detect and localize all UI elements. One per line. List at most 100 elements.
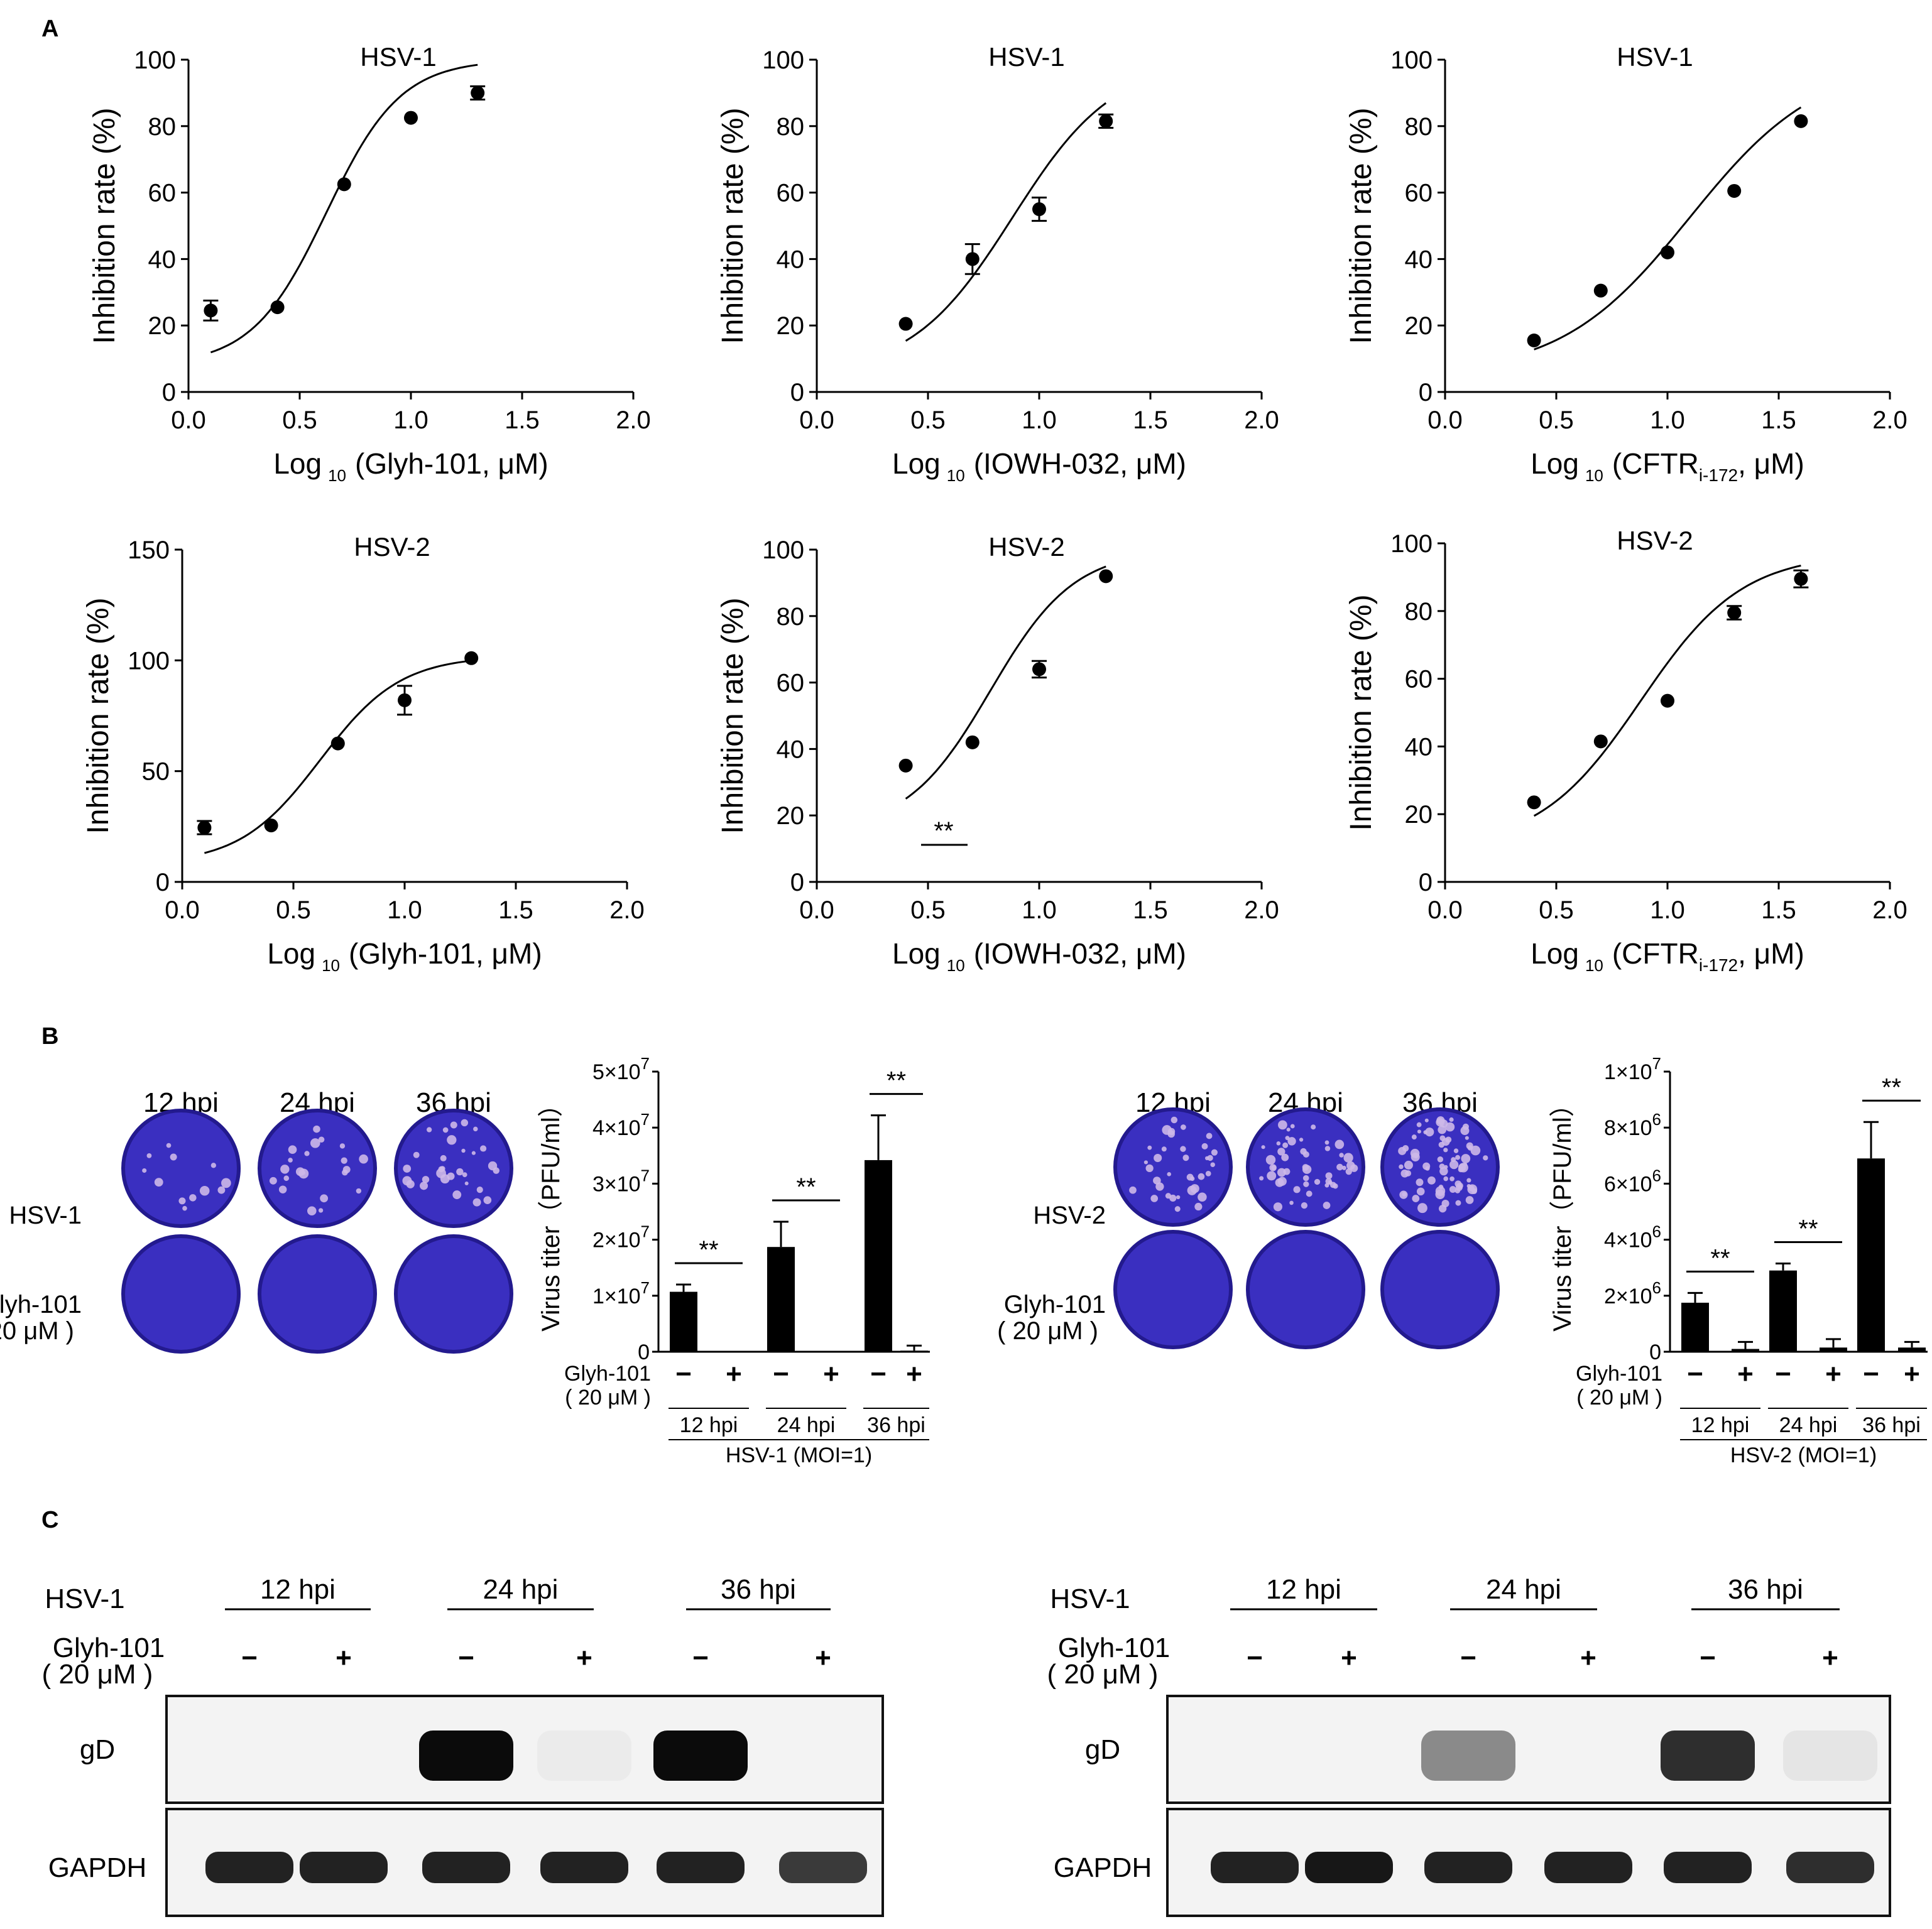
- treatment-symbol: +: [1825, 1359, 1842, 1389]
- gapdh-band: [1544, 1852, 1632, 1883]
- data-point: [464, 651, 479, 665]
- treatment-row-label-dose: ( 20 μM ): [565, 1386, 651, 1410]
- plaque: [318, 1136, 325, 1143]
- x-axis-label: Log 10 (Glyh-101, μM): [273, 447, 548, 485]
- x-tick-label: 1.5: [1133, 406, 1168, 434]
- virus-label: HSV-2 (MOI=1): [1730, 1443, 1877, 1467]
- gapdh-band: [779, 1852, 867, 1883]
- plaque: [1404, 1160, 1413, 1170]
- y-tick-label: 60: [777, 180, 805, 207]
- x-label-compound: (IOWH-032, μM): [974, 937, 1186, 970]
- y-tick-base: 6×10: [1604, 1172, 1652, 1196]
- plaque: [269, 1176, 277, 1185]
- treatment-symbol: −: [1775, 1359, 1791, 1389]
- plaque: [1282, 1142, 1289, 1148]
- plaque: [452, 1190, 462, 1200]
- x-axis-label: Log 10 (Glyh-101, μM): [267, 937, 542, 975]
- plaque: [1129, 1186, 1137, 1194]
- y-tick-label: 20: [1405, 801, 1433, 829]
- treatment-symbol: −: [1700, 1643, 1716, 1673]
- x-tick-label: 0.0: [799, 406, 834, 434]
- chart-title: HSV-2: [1617, 526, 1693, 555]
- plaque: [1449, 1186, 1456, 1193]
- plaque: [1341, 1165, 1346, 1170]
- plaque: [464, 1181, 469, 1185]
- plaque: [1399, 1164, 1404, 1170]
- plaque: [1470, 1145, 1481, 1156]
- y-tick-base: 4×10: [1604, 1229, 1652, 1252]
- plaque: [1147, 1145, 1152, 1150]
- culture-dish: [1246, 1230, 1365, 1349]
- plaque: [1350, 1164, 1358, 1172]
- gd-band: [1783, 1731, 1877, 1781]
- culture-dish: [394, 1234, 513, 1354]
- x-label-base: 10: [328, 466, 346, 485]
- x-label-compound: (CFTR: [1612, 447, 1699, 480]
- y-tick-base: 2×10: [1604, 1285, 1652, 1308]
- data-point: [1727, 183, 1742, 198]
- plaque: [447, 1172, 455, 1180]
- fit-curve: [210, 63, 478, 354]
- data-point: [204, 303, 218, 318]
- panel-label-c: C: [41, 1507, 58, 1533]
- y-tick-label: 4×107: [592, 1110, 650, 1140]
- x-label-log: Log: [892, 447, 941, 480]
- plaque: [1167, 1172, 1172, 1176]
- plaque: [1455, 1200, 1461, 1206]
- fit-curve: [905, 565, 1106, 800]
- y-tick-base: 0: [638, 1340, 650, 1364]
- western-blot-1: HSV-1 Glyh-101( 20 μM ) 12 hpi 24 hpi 36 hpi…: [42, 1574, 884, 1917]
- x-label-subscript: i-172: [1699, 955, 1738, 975]
- treatment-symbol: −: [241, 1643, 258, 1673]
- y-tick-label: 100: [128, 647, 170, 675]
- fit-curve: [1533, 564, 1801, 817]
- fit-curve: [204, 660, 472, 854]
- treatment-symbol: −: [458, 1643, 474, 1673]
- plaque: [471, 1151, 476, 1155]
- plaque: [304, 1151, 310, 1156]
- plaque: [170, 1153, 177, 1161]
- group-label: 36 hpi: [867, 1413, 925, 1437]
- x-label-log: Log: [1531, 447, 1579, 480]
- plaque: [199, 1185, 210, 1196]
- treatment-row-label: Glyh-101: [564, 1362, 651, 1386]
- y-tick-label: 8×106: [1604, 1110, 1661, 1140]
- treatment-symbol: +: [823, 1359, 839, 1389]
- y-tick-label: 80: [1405, 113, 1433, 141]
- plaque: [280, 1165, 290, 1174]
- bar: [1732, 1349, 1759, 1352]
- plaque: [1425, 1166, 1430, 1171]
- bar: [1898, 1347, 1926, 1352]
- treatment-symbol: +: [1341, 1643, 1357, 1673]
- treatment-symbol: +: [1580, 1643, 1596, 1673]
- membrane-gd: [1166, 1695, 1891, 1804]
- data-point: [1794, 114, 1808, 128]
- plaque: [1171, 1116, 1178, 1124]
- culture-dish: [121, 1109, 241, 1228]
- treatment-symbol: −: [1687, 1359, 1703, 1389]
- plaque: [1281, 1153, 1289, 1161]
- plaque: [1269, 1164, 1277, 1171]
- treatment-row-label-dose: ( 20 μM ): [1576, 1386, 1662, 1410]
- plaque: [1449, 1176, 1454, 1182]
- culture-dish: [1380, 1230, 1500, 1349]
- plaque: [462, 1172, 467, 1178]
- data-point: [197, 820, 212, 835]
- data-point: [337, 177, 351, 192]
- plaque: [1453, 1148, 1459, 1153]
- gapdh-band: [205, 1852, 293, 1883]
- gapdh-band: [657, 1852, 745, 1883]
- plaque: [476, 1187, 483, 1193]
- y-tick-base: 2×10: [592, 1229, 641, 1252]
- x-label-log: Log: [273, 447, 322, 480]
- virus-row-label: HSV-2: [1033, 1202, 1106, 1229]
- plaque: [1303, 1181, 1309, 1187]
- y-tick-label: 0: [638, 1340, 650, 1364]
- plaque: [1275, 1178, 1284, 1187]
- time-label: 12 hpi: [260, 1574, 336, 1605]
- x-label-base: 10: [947, 956, 965, 975]
